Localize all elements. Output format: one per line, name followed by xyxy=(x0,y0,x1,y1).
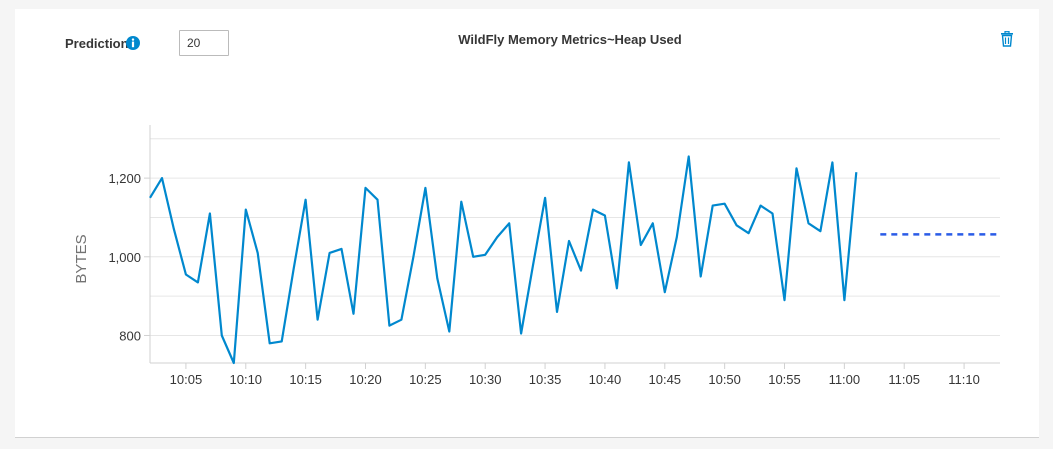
y-tick-label: 800 xyxy=(119,328,141,343)
y-tick-label: 1,200 xyxy=(108,171,141,186)
heap-used-line xyxy=(149,155,858,365)
prediction-input[interactable] xyxy=(179,30,229,56)
x-tick-label: 10:30 xyxy=(469,372,502,387)
x-tick-label: 11:05 xyxy=(888,372,920,387)
line-chart: 800 1,000 1,200 10:05 10:10 10:15 10:20 10:25 10… xyxy=(73,125,1000,387)
x-tick-label: 10:05 xyxy=(170,372,203,387)
info-circle-icon[interactable] xyxy=(126,36,140,50)
x-tick-label: 10:50 xyxy=(708,372,741,387)
x-tick-label: 10:45 xyxy=(649,372,682,387)
trash-icon[interactable] xyxy=(1000,31,1014,47)
x-tick-label: 10:40 xyxy=(589,372,622,387)
x-tick-label: 10:55 xyxy=(768,372,801,387)
x-tick-label: 10:35 xyxy=(529,372,562,387)
y-axis-title: BYTES xyxy=(73,234,90,283)
y-tick-label: 1,000 xyxy=(108,250,141,265)
x-tick-label: 10:25 xyxy=(409,372,442,387)
x-tick-label: 11:10 xyxy=(948,372,980,387)
metric-widget-card: Prediction WildFly Memory Metrics~Heap U… xyxy=(15,9,1039,438)
x-tick-label: 10:20 xyxy=(349,372,382,387)
x-tick-label: 10:10 xyxy=(230,372,263,387)
chart-title: WildFly Memory Metrics~Heap Used xyxy=(458,32,682,47)
prediction-label: Prediction xyxy=(65,36,129,51)
x-tick-label: 11:00 xyxy=(829,372,861,387)
x-tick-label: 10:15 xyxy=(289,372,322,387)
